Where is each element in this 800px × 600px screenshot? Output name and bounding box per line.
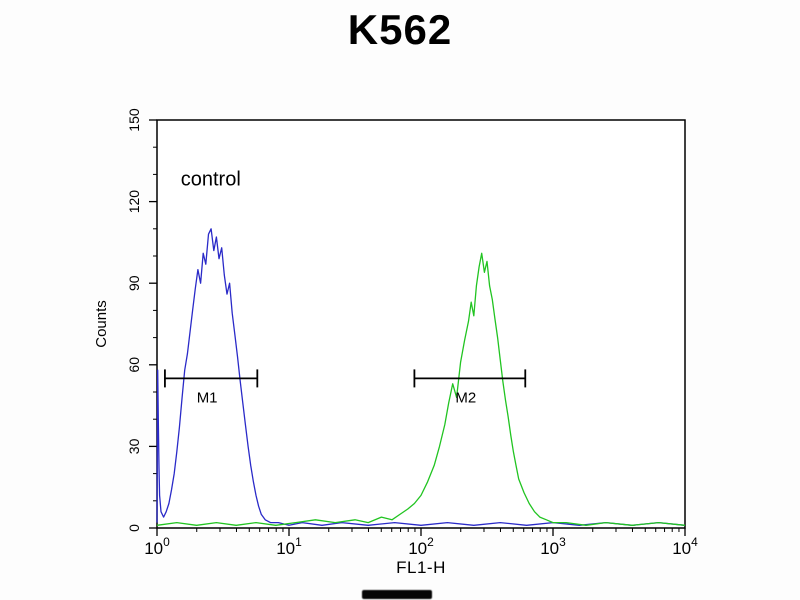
x-tick-label: 103 (540, 535, 566, 558)
y-tick-label: 90 (126, 275, 142, 291)
control-curve (156, 228, 686, 526)
chart-title: K562 (347, 6, 453, 53)
y-tick-label: 60 (126, 357, 142, 373)
x-tick-label: 101 (276, 535, 302, 558)
x-tick-label: 104 (672, 535, 698, 558)
y-axis-label: Counts (93, 300, 110, 348)
control-annotation: control (181, 168, 241, 190)
y-tick-label: 0 (126, 524, 142, 532)
plot-border (156, 119, 686, 529)
x-axis-label: FL1-H (396, 558, 446, 577)
x-tick-label: 102 (408, 535, 434, 558)
marker-m1-label: M1 (197, 389, 218, 406)
y-tick-label: 120 (126, 190, 142, 214)
x-tick-label: 100 (144, 535, 170, 558)
y-tick-label: 30 (126, 438, 142, 454)
sample-curve (156, 252, 686, 526)
marker-m2-label: M2 (455, 389, 476, 406)
cropped-text-artifact (362, 590, 432, 599)
y-tick-label: 150 (126, 108, 142, 132)
